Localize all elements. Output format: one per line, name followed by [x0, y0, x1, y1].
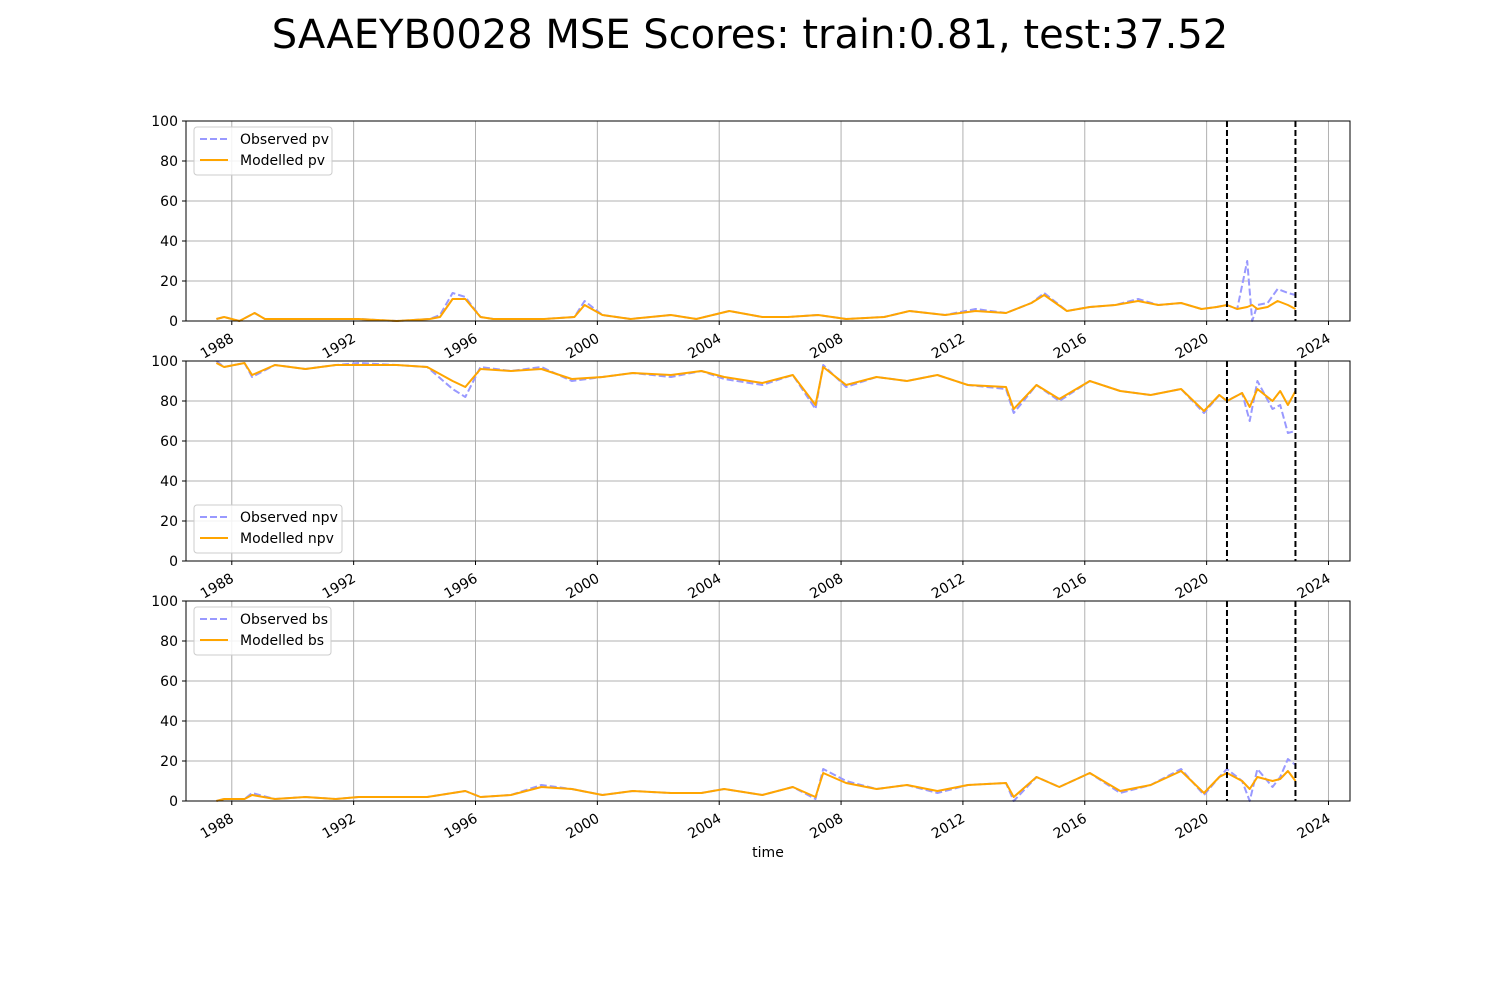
modelled-series-line	[216, 294, 1296, 322]
x-tick-label: 2012	[929, 571, 968, 603]
legend-entry-label: Modelled npv	[240, 531, 334, 547]
y-tick-label: 40	[160, 474, 178, 490]
observed-series-line	[215, 360, 1296, 434]
x-tick-label: 1988	[198, 811, 237, 843]
legend-entry-label: Modelled bs	[240, 633, 324, 649]
x-tick-label: 1996	[442, 811, 481, 843]
observed-series-line	[216, 260, 1296, 322]
y-tick-label: 100	[151, 594, 178, 610]
legend-box	[193, 606, 332, 656]
x-tick-label: 2024	[1295, 331, 1334, 363]
x-tick-label: 2004	[685, 571, 724, 603]
x-tick-label: 2000	[563, 811, 602, 843]
legend: Observed pv Modelled pv	[193, 126, 333, 176]
x-tick-label: 2016	[1051, 571, 1090, 603]
y-tick-label: 20	[160, 514, 178, 530]
x-tick-label: 2020	[1173, 331, 1212, 363]
y-tick-label: 80	[160, 394, 178, 410]
x-tick-label: 2000	[563, 331, 602, 363]
legend-box	[193, 126, 333, 176]
x-tick-label: 2024	[1295, 571, 1334, 603]
subplot-1: 0 20 40 60 80 100 1988 1992 1996 2000 2004 2008 2012…	[151, 114, 1351, 363]
legend-entry-label: Modelled pv	[240, 153, 325, 169]
legend-entry-label: Observed npv	[240, 510, 338, 526]
y-tick-label: 60	[160, 674, 178, 690]
y-tick-label: 60	[160, 434, 178, 450]
x-tick-label: 2004	[685, 811, 724, 843]
x-tick-label: 1992	[320, 571, 359, 603]
y-tick-label: 100	[151, 114, 178, 130]
x-tick-label: 2004	[685, 331, 724, 363]
x-tick-label: 2000	[563, 571, 602, 603]
axes-frame	[185, 120, 1351, 322]
x-tick-label: 2016	[1051, 811, 1090, 843]
legend: Observed npv Modelled npv	[193, 504, 343, 554]
subplot-3: 0 20 40 60 80 100 1988 1992 1996 2000 2004 2008 2012…	[151, 594, 1351, 861]
axes-frame	[185, 600, 1351, 802]
y-tick-label: 0	[169, 794, 178, 810]
legend: Observed bs Modelled bs	[193, 606, 332, 656]
subplot-2: 0 20 40 60 80 100 1988 1992 1996 2000 2004 2008 2012…	[151, 354, 1351, 603]
x-tick-label: 2020	[1173, 571, 1212, 603]
modelled-series-line	[216, 770, 1297, 802]
legend-entry-label: Observed bs	[240, 612, 328, 628]
y-tick-label: 80	[160, 154, 178, 170]
y-tick-label: 40	[160, 234, 178, 250]
legend-entry-label: Observed pv	[240, 132, 329, 148]
y-tick-label: 40	[160, 714, 178, 730]
y-tick-label: 80	[160, 634, 178, 650]
y-tick-label: 0	[169, 314, 178, 330]
x-tick-label: 1988	[198, 331, 237, 363]
x-tick-label: 2008	[807, 331, 846, 363]
x-tick-label: 1992	[320, 331, 359, 363]
axes-frame	[185, 360, 1351, 562]
x-tick-label: 2008	[807, 571, 846, 603]
y-tick-label: 60	[160, 194, 178, 210]
x-tick-label: 2020	[1173, 811, 1212, 843]
y-tick-label: 0	[169, 554, 178, 570]
y-tick-label: 100	[151, 354, 178, 370]
x-tick-label: 1996	[442, 331, 481, 363]
x-tick-label: 2008	[807, 811, 846, 843]
x-tick-label: 2016	[1051, 331, 1090, 363]
x-axis-label: time	[752, 845, 784, 861]
chart-title: SAAEYB0028 MSE Scores: train:0.81, test:…	[271, 12, 1229, 58]
x-tick-label: 1992	[320, 811, 359, 843]
x-tick-label: 1996	[442, 571, 481, 603]
y-tick-label: 20	[160, 754, 178, 770]
x-tick-label: 2012	[929, 811, 968, 843]
modelled-series-line	[215, 362, 1297, 412]
x-tick-label: 1988	[198, 571, 237, 603]
legend-box	[193, 504, 343, 554]
y-tick-label: 20	[160, 274, 178, 290]
x-tick-label: 2012	[929, 331, 968, 363]
x-tick-label: 2024	[1295, 811, 1334, 843]
